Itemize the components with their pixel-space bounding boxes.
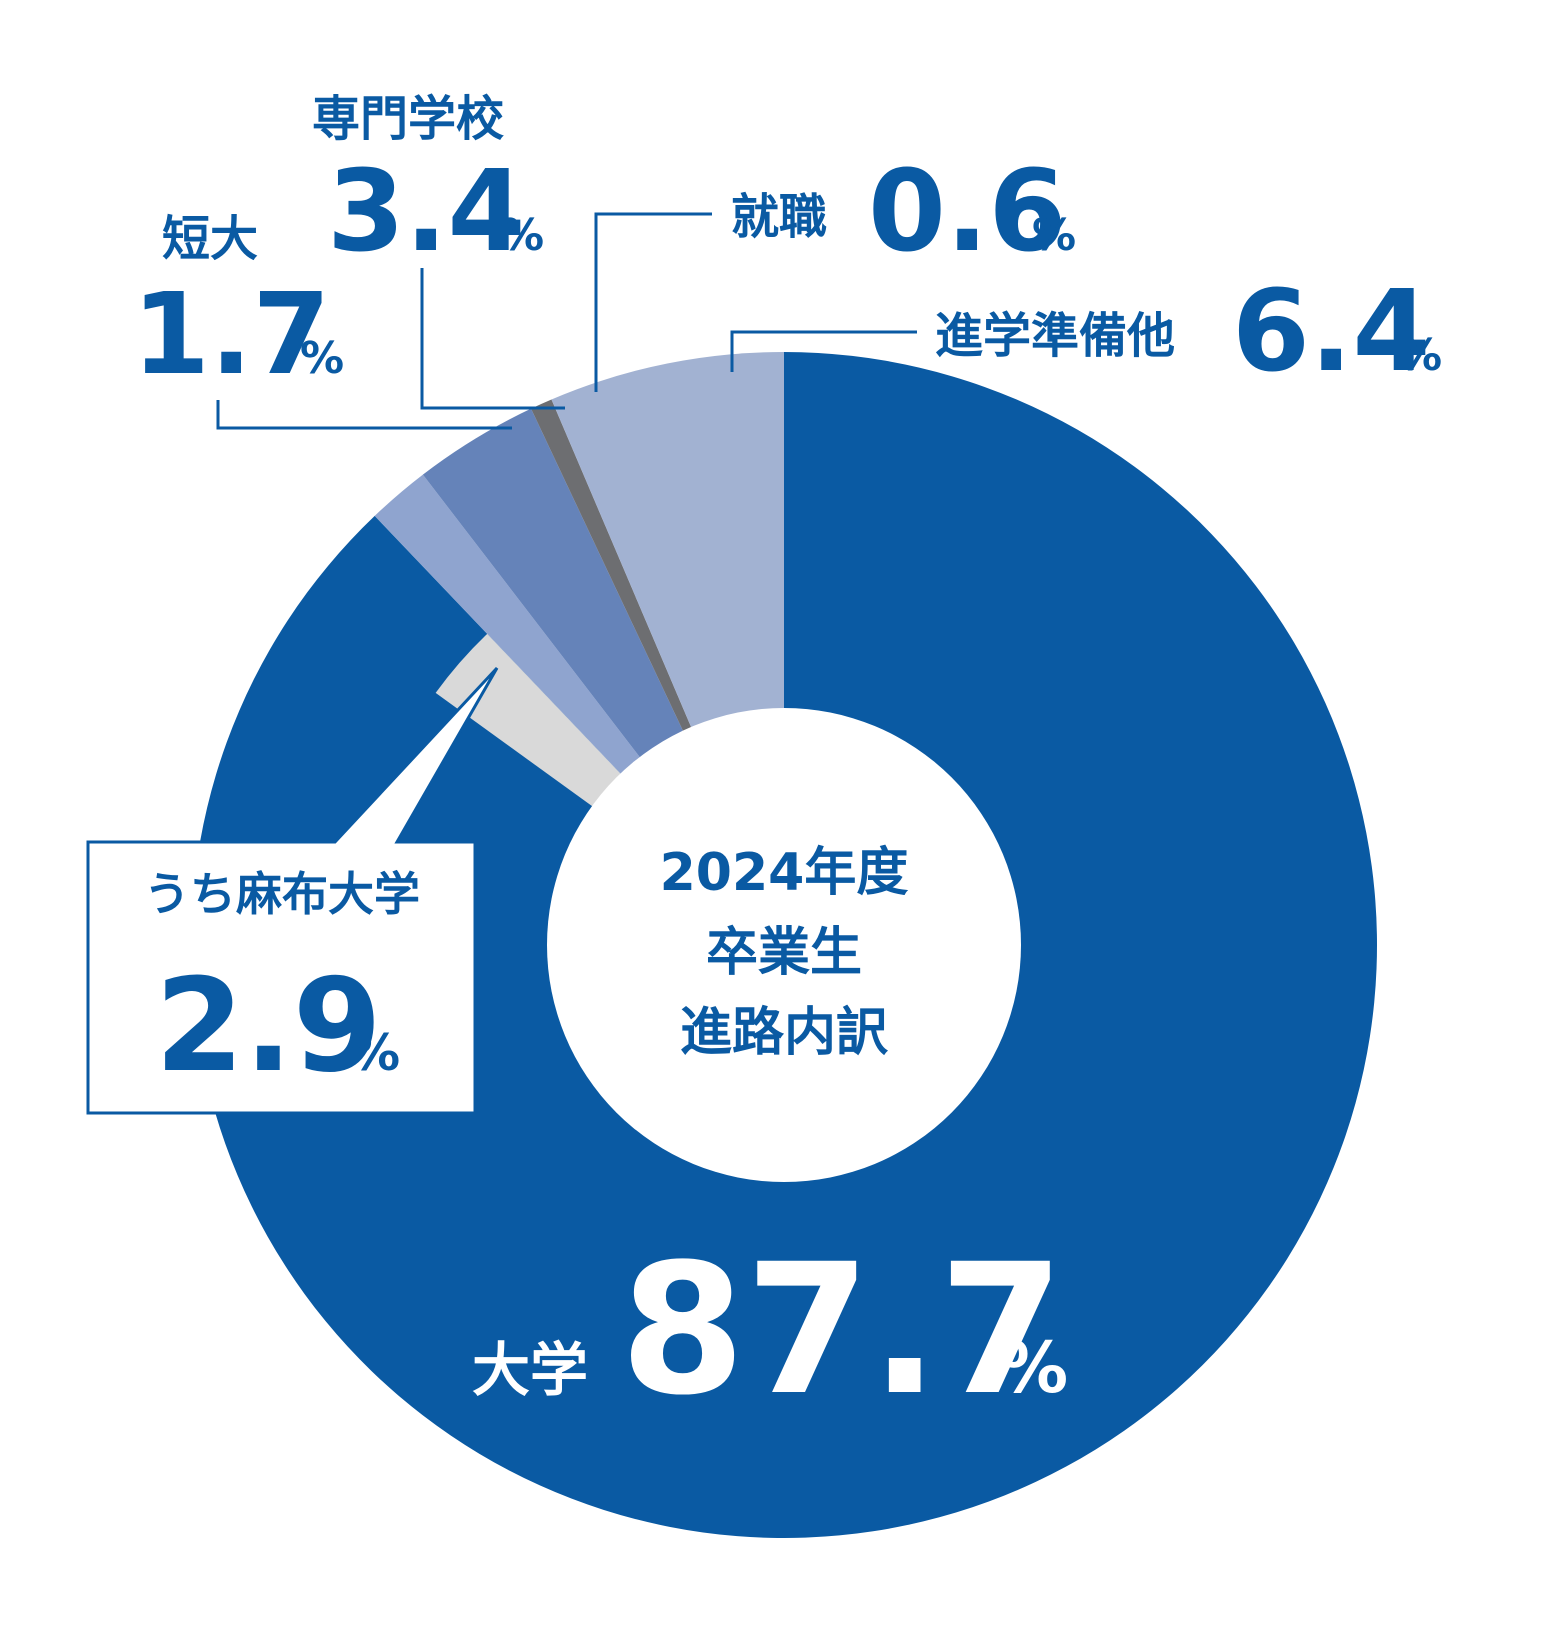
senmon-leader-line — [420, 268, 565, 410]
center-hole — [547, 708, 1021, 1182]
shushoku-label: 就職 — [731, 189, 827, 245]
shushoku-unit: % — [1032, 210, 1076, 261]
tandai-label: 短大 — [162, 211, 258, 267]
center-label-line-2: 卒業生 — [706, 923, 862, 983]
daigaku-label: 大学 — [472, 1336, 588, 1404]
tandai-value: 1.7 — [132, 270, 330, 400]
daigaku-value: 87.7 — [620, 1226, 1064, 1435]
senmon-value: 3.4 — [327, 147, 525, 277]
azabu-label: うち麻布大学 — [144, 867, 420, 921]
azabu-unit: % — [350, 1024, 400, 1082]
shingaku-unit: % — [1398, 330, 1442, 381]
shingaku-label: 進学準備他 — [935, 308, 1175, 364]
senmon-unit: % — [500, 210, 544, 261]
shushoku-value: 0.6 — [868, 147, 1066, 277]
shingaku-leader-line — [730, 330, 917, 372]
tandai-unit: % — [300, 333, 344, 384]
shingaku-value: 6.4 — [1232, 267, 1430, 397]
tandai-leader-line — [216, 400, 512, 430]
azabu-value: 2.9 — [155, 952, 382, 1101]
center-label-line-1: 2024年度 — [660, 843, 909, 903]
center-label-line-3: 進路内訳 — [680, 1003, 889, 1063]
daigaku-unit: % — [998, 1327, 1068, 1409]
azabu-callout-box — [86, 666, 499, 1115]
senmon-label: 専門学校 — [312, 91, 504, 147]
shushoku-leader-line — [594, 212, 712, 392]
